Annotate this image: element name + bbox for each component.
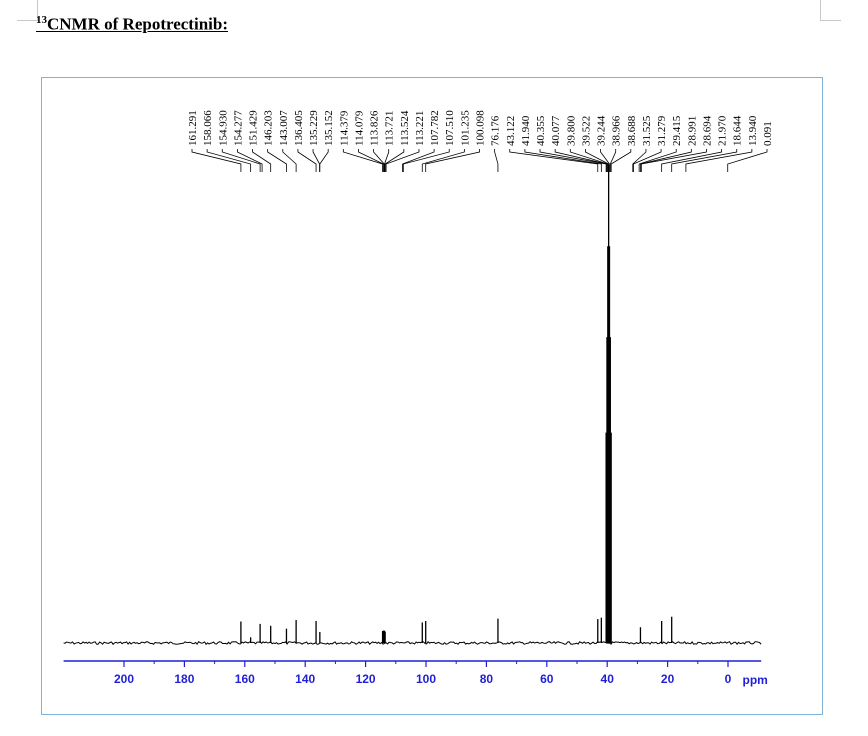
spectrum-figure-frame: 200 180 160 140 120 100 80 60 40 20 0 ppm 161.291 158… (41, 77, 823, 715)
peak-label-connector-18 (421, 149, 465, 172)
peak-label-connector-14 (384, 149, 405, 172)
peak-label-24: 40.077 (550, 115, 562, 146)
x-tick-label-1: 180 (174, 672, 194, 686)
x-tick-label-6: 80 (480, 672, 494, 686)
peak-label-29: 38.688 (626, 115, 638, 146)
peak-label-connector-5 (267, 149, 287, 172)
peak-label-connector-31 (633, 149, 662, 172)
peak-label-connector-34 (640, 149, 707, 172)
peak-label-17: 107.510 (444, 110, 456, 146)
peak-label-25: 39.800 (565, 115, 577, 146)
x-tick-label-0: 200 (114, 672, 134, 686)
peak-label-connector-11 (358, 149, 384, 172)
peak-label-12: 113.826 (369, 110, 381, 146)
peak-label-38: 0.091 (762, 121, 774, 146)
x-tick-label-8: 40 (601, 672, 615, 686)
peak-label-32: 29.415 (671, 115, 683, 146)
x-tick-label-10: 0 (725, 672, 732, 686)
x-tick-label-3: 140 (295, 672, 315, 686)
peak-label-connector-9 (319, 149, 329, 172)
heading-superscript: 13 (36, 14, 47, 26)
peak-label-connector-37 (685, 149, 753, 172)
peak-label-2: 154.930 (217, 110, 229, 146)
peak-label-connector-17 (402, 149, 450, 172)
peak-label-connector-38 (727, 149, 768, 172)
peak-label-0: 161.291 (187, 110, 199, 146)
peak-label-13: 113.721 (384, 111, 396, 146)
peak-label-31: 31.279 (656, 115, 668, 146)
peak-label-connector-33 (640, 149, 692, 172)
peak-label-1: 158.066 (202, 110, 214, 146)
peak-label-26: 39.522 (580, 116, 592, 146)
peak-label-connector-7 (297, 149, 317, 172)
peak-label-33: 28.991 (686, 116, 698, 146)
peak-label-connector-1 (206, 149, 252, 172)
peak-label-connector-21 (509, 149, 599, 172)
peak-label-connector-27 (600, 149, 610, 172)
peak-label-3: 154.277 (232, 110, 244, 146)
peak-label-34: 28.694 (701, 115, 713, 146)
heading-text: CNMR of Repotrectinib: (47, 14, 228, 34)
peak-label-connector-6 (282, 149, 297, 172)
x-tick-label-4: 120 (356, 672, 376, 686)
peak-label-connector-4 (252, 149, 272, 172)
peak-label-22: 41.940 (520, 115, 532, 146)
peak-label-connector-32 (638, 149, 677, 172)
x-tick-label-5: 100 (416, 672, 436, 686)
peak-label-connector-30 (632, 149, 647, 172)
peak-label-connector-22 (524, 149, 602, 172)
page-corner-mark-left (17, 0, 38, 21)
peak-label-connector-26 (585, 149, 610, 172)
peak-label-connector-15 (385, 149, 420, 172)
peak-label-7: 136.405 (293, 110, 305, 146)
x-tick-label-7: 60 (540, 672, 554, 686)
x-axis-unit-label: ppm (743, 673, 768, 687)
spectrum-baseline (63, 640, 762, 646)
peak-label-11: 114.079 (353, 110, 365, 146)
peak-label-23: 40.355 (535, 115, 547, 146)
peak-label-connector-13 (384, 149, 390, 172)
peak-label-connector-25 (569, 149, 609, 172)
peak-label-5: 146.203 (263, 110, 275, 146)
peak-label-18: 101.235 (459, 110, 471, 146)
peak-label-connector-3 (236, 149, 263, 172)
peak-label-connector-16 (402, 149, 435, 172)
peak-label-8: 135.229 (308, 110, 320, 146)
peak-label-10: 114.379 (338, 110, 350, 146)
peak-label-35: 21.970 (717, 115, 729, 146)
peak-label-19: 100.098 (475, 110, 487, 146)
peak-label-connector-20 (494, 149, 499, 172)
peak-label-connector-0 (191, 149, 242, 172)
peak-label-connector-24 (554, 149, 608, 172)
peak-label-4: 151.429 (248, 110, 260, 146)
peak-label-connector-36 (671, 149, 738, 172)
peak-label-connector-28 (609, 149, 617, 172)
peak-label-21: 43.122 (505, 116, 517, 146)
peak-label-20: 76.176 (490, 115, 502, 146)
peak-label-36: 18.644 (732, 115, 744, 146)
peak-label-28: 38.966 (611, 115, 623, 146)
peak-label-9: 135.152 (323, 110, 335, 146)
peak-label-16: 107.782 (429, 110, 441, 146)
peak-label-connector-35 (661, 149, 723, 172)
x-tick-label-2: 160 (235, 672, 255, 686)
peak-label-connector-10 (342, 149, 383, 172)
peak-label-27: 39.244 (596, 115, 608, 146)
peak-label-connector-23 (539, 149, 607, 172)
peak-label-6: 143.007 (278, 110, 290, 146)
peak-label-connector-19 (425, 149, 480, 172)
peak-label-connector-29 (610, 149, 632, 172)
peak-label-37: 13.940 (747, 115, 759, 146)
page-corner-mark-right (820, 0, 841, 21)
peak-label-15: 113.221 (414, 111, 426, 146)
peak-label-30: 31.525 (641, 115, 653, 146)
page-heading: 13CNMR of Repotrectinib: (36, 14, 228, 35)
x-tick-label-9: 20 (661, 672, 675, 686)
peak-label-14: 113.524 (399, 110, 411, 146)
peak-label-connector-2 (221, 149, 261, 172)
